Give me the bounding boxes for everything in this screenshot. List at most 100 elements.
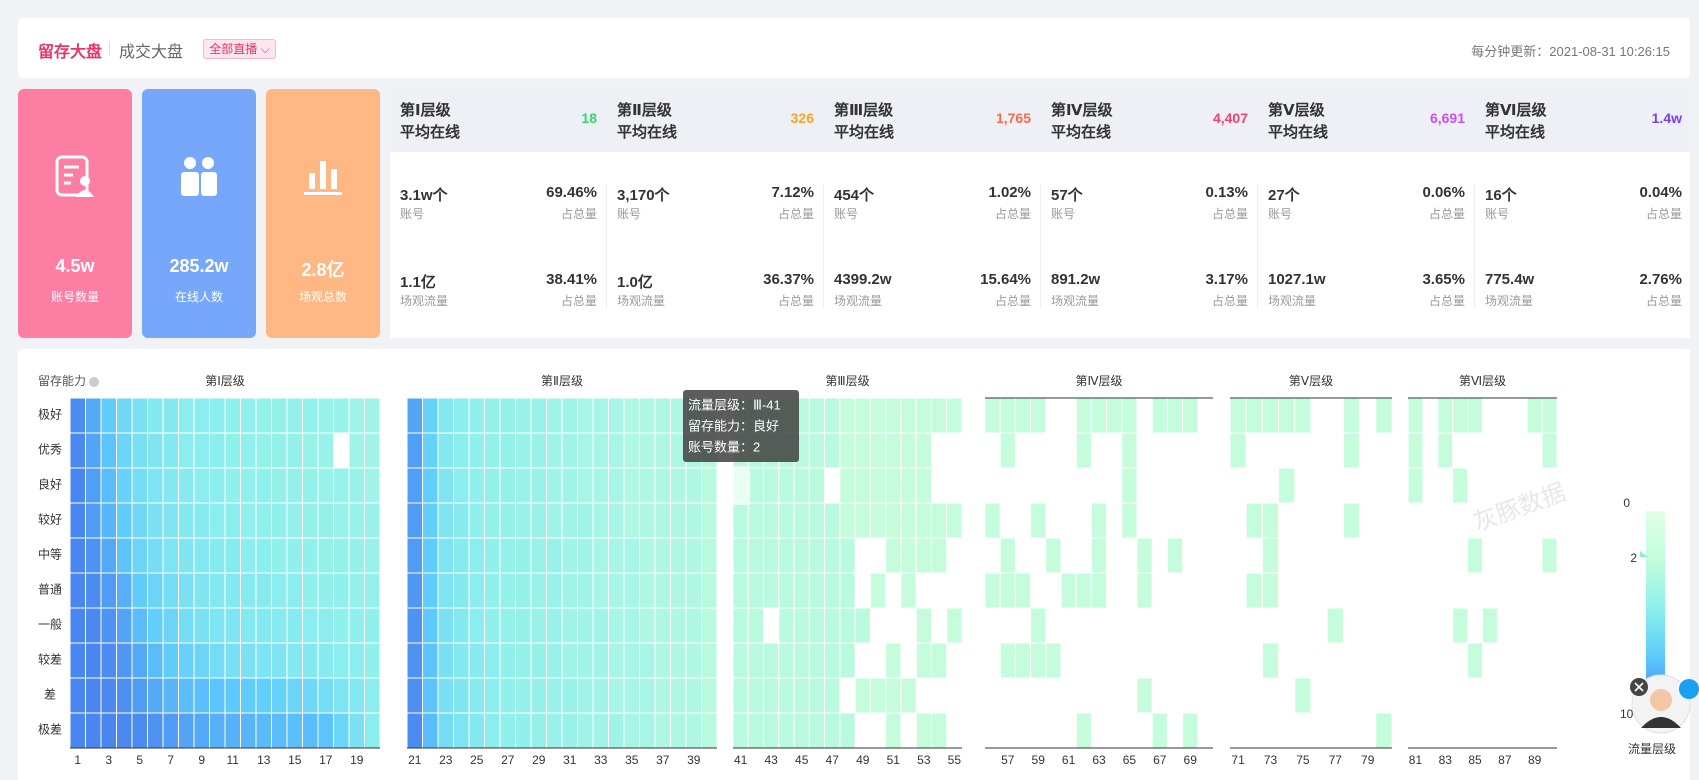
x-tick-label: 55	[948, 753, 962, 767]
heatmap-cell	[1437, 432, 1454, 469]
heatmap-cell	[499, 712, 516, 749]
x-tick-label: 35	[625, 753, 639, 767]
heatmap-cell	[839, 537, 856, 574]
heatmap-cell	[255, 677, 272, 714]
tier-title: 第Ⅵ层级	[1485, 102, 1547, 119]
heatmap-cell	[869, 397, 887, 434]
heatmap-cell	[85, 677, 102, 714]
heatmap-cell	[747, 502, 765, 539]
heatmap-cell	[808, 397, 826, 434]
heatmap-cell	[317, 642, 334, 679]
heatmap-cell	[608, 572, 625, 609]
heatmap-cell	[499, 397, 516, 434]
heatmap-cell	[778, 642, 795, 679]
tier-separator	[1040, 184, 1041, 309]
heatmap-cell	[793, 467, 810, 504]
heatmap-cell	[116, 432, 133, 469]
heatmap-cell	[131, 642, 148, 679]
tab[interactable]: 成交大盘	[119, 44, 184, 61]
heatmap-cell	[546, 677, 563, 714]
heatmap-cell	[131, 572, 148, 609]
heatmap-cell	[623, 502, 640, 539]
x-tick-label: 47	[826, 753, 840, 767]
x-tick-label: 21	[408, 753, 422, 767]
heatmap-cell	[333, 572, 350, 609]
heatmap-cell	[484, 607, 501, 644]
tier-title: 第Ⅰ层级	[400, 102, 451, 119]
tab-divider	[109, 42, 110, 56]
heatmap-cell	[255, 607, 272, 644]
heatmap-cell	[178, 712, 195, 749]
y-tick-label: 差	[44, 688, 56, 702]
heatmap-cell	[763, 537, 780, 574]
heatmap-cell	[286, 642, 303, 679]
heatmap-cell	[639, 572, 656, 609]
heatmap-cell	[100, 712, 117, 749]
heatmap-cell	[453, 642, 470, 679]
heatmap-cell	[1482, 607, 1498, 644]
heatmap-cell	[240, 677, 257, 714]
heatmap-cell	[808, 607, 826, 644]
tab-active[interactable]: 留存大盘	[38, 44, 103, 61]
tier-views-share: 36.37%	[763, 271, 814, 288]
x-tick-label: 17	[319, 753, 333, 767]
heatmap-cell	[654, 432, 671, 469]
heatmap-cell	[984, 397, 1001, 434]
tier-title: 第Ⅳ层级	[1051, 102, 1113, 119]
heatmap-cell	[116, 607, 133, 644]
heatmap-cell	[484, 712, 501, 749]
heatmap-cell	[577, 572, 594, 609]
heatmap-cell	[468, 397, 485, 434]
heatmap-cell	[530, 642, 547, 679]
x-tick-label: 53	[917, 753, 931, 767]
heatmap-cell	[824, 397, 841, 434]
heatmap-cell	[286, 432, 303, 469]
hover-highlight	[731, 466, 751, 505]
heatmap-cell	[546, 712, 563, 749]
heatmap-cell	[224, 607, 241, 644]
heatmap-cell	[85, 572, 102, 609]
heatmap-cell	[209, 572, 226, 609]
summary-value: 285.2w	[169, 256, 229, 276]
heatmap-cell	[639, 432, 656, 469]
heatmap-cell	[69, 642, 86, 679]
heatmap-cell	[546, 537, 563, 574]
heatmap-cell	[1407, 467, 1424, 504]
heatmap-cell	[85, 432, 102, 469]
heatmap-cell	[608, 537, 625, 574]
tier-accounts: 3,170个	[617, 187, 670, 204]
tier-subtitle: 平均在线	[1485, 124, 1546, 141]
heatmap-cell	[1526, 397, 1543, 434]
heatmap-cell	[623, 537, 640, 574]
heatmap-cell	[623, 572, 640, 609]
heatmap-cell	[302, 642, 319, 679]
heatmap-cell	[1452, 607, 1469, 644]
x-tick-label: 3	[105, 753, 112, 767]
tier-views-label: 场观流量	[400, 294, 449, 308]
heatmap-cell	[406, 432, 423, 469]
heatmap-cell	[100, 572, 117, 609]
heatmap-cell	[915, 502, 932, 539]
heatmap-cell	[271, 467, 288, 504]
summary-card: 2.8亿 场观总数	[266, 89, 380, 338]
heatmap-cell	[1278, 467, 1296, 504]
heatmap-cell	[147, 642, 164, 679]
heatmap-cell	[147, 502, 164, 539]
filter-dropdown[interactable]: 全部直播 ⌵	[203, 39, 276, 59]
tier-accounts-share: 0.04%	[1639, 184, 1682, 201]
heatmap-cell	[793, 537, 810, 574]
heatmap-cell	[808, 537, 826, 574]
heatmap-cell	[732, 537, 749, 574]
heatmap-cell	[1075, 712, 1092, 749]
heatmap-cell	[839, 397, 856, 434]
tier-views-label: 场观流量	[1268, 294, 1317, 308]
heatmap-cell	[193, 467, 210, 504]
heatmap-cell	[364, 642, 381, 679]
heatmap-cell	[546, 397, 563, 434]
heatmap-cell	[793, 502, 810, 539]
tier-accounts-share: 7.12%	[771, 184, 814, 201]
heatmap-cell	[437, 502, 454, 539]
heatmap-cell	[69, 607, 86, 644]
heatmap-cell	[178, 607, 195, 644]
heatmap-cell	[685, 572, 702, 609]
